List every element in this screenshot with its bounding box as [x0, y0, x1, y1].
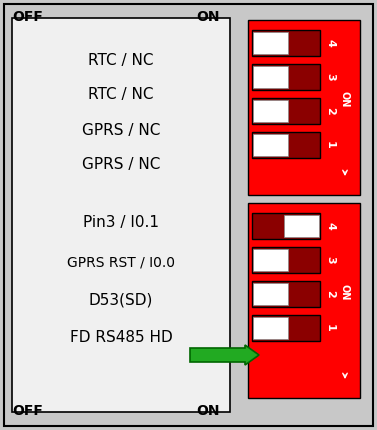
Bar — [252, 315, 320, 341]
Text: GPRS RST / I0.0: GPRS RST / I0.0 — [67, 255, 175, 269]
Bar — [253, 317, 288, 339]
Bar — [248, 203, 360, 398]
Bar — [253, 249, 288, 271]
Text: OFF: OFF — [12, 404, 43, 418]
Bar — [253, 134, 288, 156]
Text: ON: ON — [196, 10, 220, 24]
Text: ON: ON — [340, 91, 350, 108]
Text: RTC / NC: RTC / NC — [88, 87, 154, 102]
Bar — [252, 281, 320, 307]
Bar — [248, 20, 360, 195]
Bar — [252, 213, 320, 239]
Text: ON: ON — [196, 404, 220, 418]
Bar — [252, 98, 320, 124]
Text: ON: ON — [340, 284, 350, 301]
Text: 1: 1 — [325, 324, 335, 332]
Bar — [252, 30, 320, 56]
Text: OFF: OFF — [12, 10, 43, 24]
Text: 3: 3 — [325, 256, 335, 264]
Bar — [12, 18, 230, 412]
Text: Pin3 / I0.1: Pin3 / I0.1 — [83, 215, 159, 230]
Text: 4: 4 — [325, 39, 335, 47]
Bar — [253, 66, 288, 88]
Bar — [253, 283, 288, 305]
Bar — [253, 32, 288, 54]
Bar — [252, 64, 320, 90]
FancyArrow shape — [190, 345, 259, 365]
Text: 2: 2 — [325, 107, 335, 115]
Text: 4: 4 — [325, 222, 335, 230]
Text: RTC / NC: RTC / NC — [88, 52, 154, 68]
Bar — [284, 215, 319, 237]
Bar — [252, 132, 320, 158]
Bar — [252, 247, 320, 273]
Text: D53(SD): D53(SD) — [89, 292, 153, 307]
Text: 1: 1 — [325, 141, 335, 149]
Text: GPRS / NC: GPRS / NC — [82, 157, 160, 172]
Text: GPRS / NC: GPRS / NC — [82, 123, 160, 138]
Bar — [253, 100, 288, 122]
Text: 2: 2 — [325, 290, 335, 298]
Text: 3: 3 — [325, 73, 335, 81]
Text: FD RS485 HD: FD RS485 HD — [70, 331, 172, 345]
